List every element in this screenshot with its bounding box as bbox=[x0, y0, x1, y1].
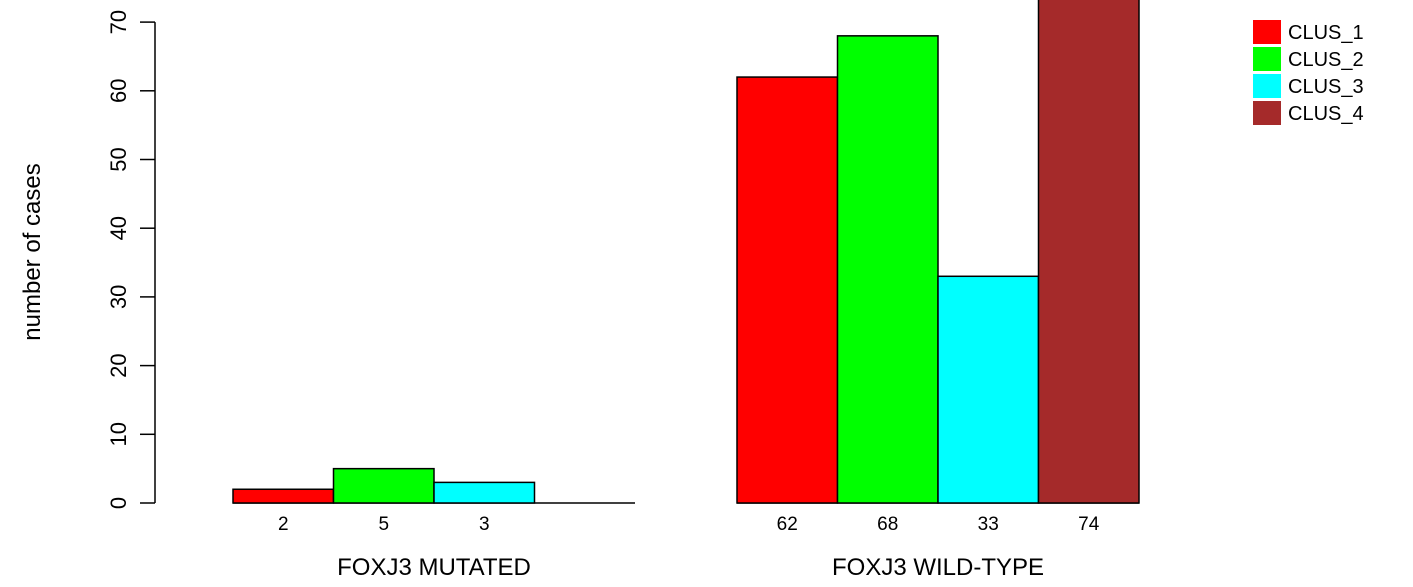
bars bbox=[232, 0, 1140, 504]
y-tick-label: 60 bbox=[106, 79, 131, 103]
bar-value-label: 68 bbox=[877, 514, 898, 535]
legend: CLUS_1 CLUS_2 CLUS_3 CLUS_4 bbox=[1253, 20, 1364, 125]
labels: 2 5 3 FOXJ3 MUTATED 62 68 33 74 FOXJ3 WILD-TYPE bbox=[278, 514, 1100, 581]
y-tick-label: 30 bbox=[106, 285, 131, 309]
bar bbox=[736, 76, 839, 504]
y-tick-label: 10 bbox=[106, 422, 131, 446]
legend-swatch bbox=[1253, 47, 1281, 71]
legend-label: CLUS_2 bbox=[1288, 49, 1364, 71]
bar-value-label: 5 bbox=[378, 514, 389, 535]
legend-swatch bbox=[1253, 101, 1281, 125]
legend-label: CLUS_1 bbox=[1288, 22, 1364, 44]
legend-label: CLUS_3 bbox=[1288, 76, 1364, 98]
bar-value-label: 3 bbox=[479, 514, 490, 535]
bar bbox=[433, 481, 536, 504]
group-label: FOXJ3 WILD-TYPE bbox=[832, 554, 1044, 581]
legend-swatch bbox=[1253, 20, 1281, 44]
bar bbox=[332, 467, 435, 504]
legend-label: CLUS_4 bbox=[1288, 103, 1364, 125]
bar bbox=[232, 488, 335, 504]
bar-value-label: 74 bbox=[1078, 514, 1100, 535]
y-tick-label: 20 bbox=[106, 353, 131, 377]
bar bbox=[836, 35, 939, 504]
y-axis-title: number of cases bbox=[19, 163, 46, 340]
y-tick-label: 70 bbox=[106, 10, 131, 34]
y-tick-label: 0 bbox=[106, 497, 131, 509]
bar bbox=[937, 275, 1040, 504]
group-label: FOXJ3 MUTATED bbox=[337, 554, 531, 581]
y-tick-label: 40 bbox=[106, 216, 131, 240]
bar-value-label: 2 bbox=[278, 514, 289, 535]
bar bbox=[1037, 0, 1140, 504]
bar-value-label: 62 bbox=[777, 514, 798, 535]
y-axis: 0 10 20 30 40 50 60 70 bbox=[106, 10, 156, 509]
y-tick-label: 50 bbox=[106, 147, 131, 171]
bar-value-label: 33 bbox=[978, 514, 999, 535]
legend-swatch bbox=[1253, 74, 1281, 98]
